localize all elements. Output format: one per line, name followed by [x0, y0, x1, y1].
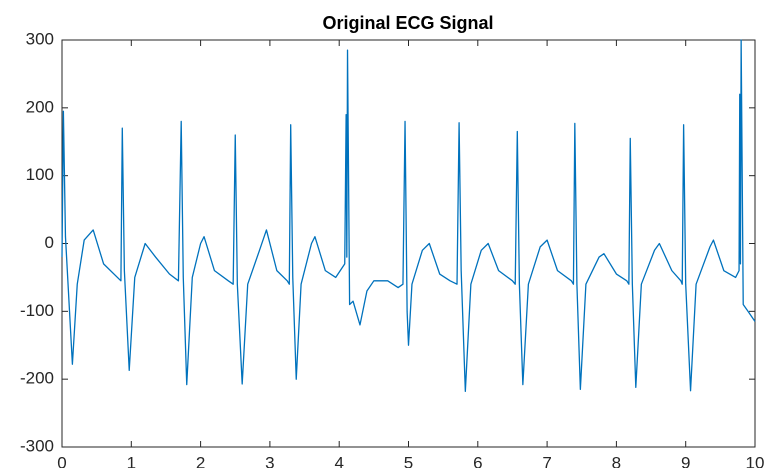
plot-box — [61, 39, 756, 448]
x-tick-label: 10 — [746, 453, 765, 468]
x-tick-label: 6 — [473, 453, 482, 468]
y-tick-label: -200 — [20, 369, 54, 388]
y-tick-label: 300 — [26, 29, 54, 48]
ecg-line — [61, 39, 756, 393]
y-tick-label: 0 — [45, 233, 54, 252]
x-tick-label: 9 — [681, 453, 690, 468]
x-tick-label: 8 — [612, 453, 621, 468]
y-tick-label: 200 — [26, 97, 54, 116]
x-tick-label: 7 — [542, 453, 551, 468]
y-tick-label: -100 — [20, 301, 54, 320]
x-tick-label: 5 — [404, 453, 413, 468]
x-tick-label: 3 — [265, 453, 274, 468]
chart-title: Original ECG Signal — [322, 13, 493, 33]
x-tick-label: 1 — [127, 453, 136, 468]
y-tick-label: 100 — [26, 165, 54, 184]
x-tick-label: 4 — [334, 453, 343, 468]
x-tick-label: 0 — [57, 453, 66, 468]
y-tick-label: -300 — [20, 436, 54, 455]
x-tick-label: 2 — [196, 453, 205, 468]
